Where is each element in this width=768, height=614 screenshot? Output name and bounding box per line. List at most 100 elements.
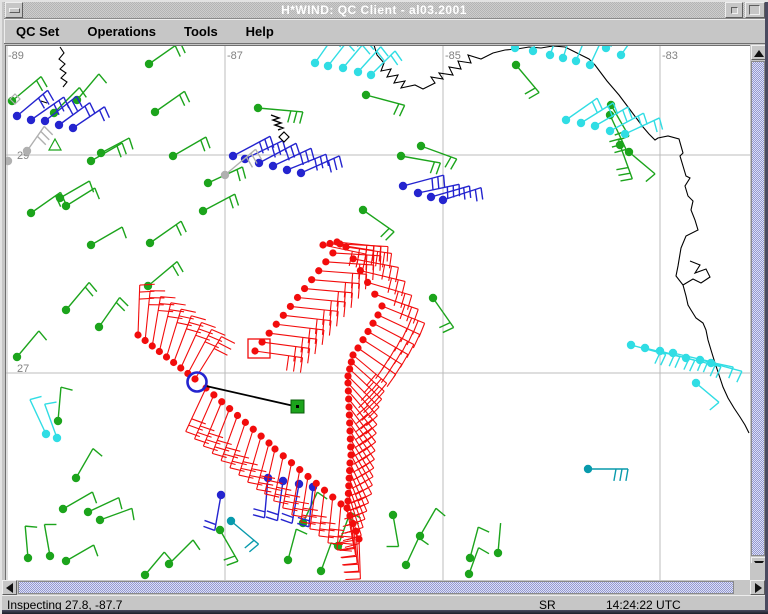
wind-barb-feather — [328, 535, 344, 539]
wind-barb-feather — [283, 500, 299, 505]
wind-barb-staff — [30, 191, 61, 214]
wind-barb-feather — [163, 551, 173, 562]
wind-barb-staff — [53, 87, 80, 114]
scroll-up-button[interactable] — [751, 45, 766, 60]
wind-barb-feather — [159, 303, 175, 306]
observation-dot — [346, 365, 354, 373]
wind-barb-feather — [412, 309, 419, 324]
wind-barb-feather — [271, 145, 276, 158]
wind-barb-feather — [314, 329, 318, 345]
maximize-icon — [749, 5, 760, 15]
wind-barb-feather — [338, 46, 342, 48]
wind-barb-feather — [212, 452, 227, 459]
wind-barb-feather — [139, 283, 155, 286]
wind-barb-staff — [348, 406, 377, 443]
wind-barb-feather — [293, 111, 298, 124]
grid-label: -89 — [8, 50, 24, 62]
wind-barb-staff — [202, 193, 236, 212]
wind-barb-staff — [362, 339, 403, 365]
wind-barb-staff — [165, 309, 182, 358]
observation-dot — [12, 352, 22, 362]
maximize-button[interactable] — [745, 2, 765, 18]
wind-barb-feather — [319, 528, 335, 532]
wind-barb-feather — [350, 273, 354, 289]
wind-barb-staff — [282, 462, 293, 509]
horizontal-scrollbar[interactable] — [2, 580, 750, 595]
observation-dot — [353, 67, 363, 77]
wind-barb-staff — [44, 403, 58, 439]
grid-label: 27 — [17, 363, 29, 375]
wind-barb-feather — [307, 338, 311, 354]
observation-dot — [349, 519, 357, 528]
wind-barb-feather — [435, 507, 446, 517]
wind-barb-staff — [230, 520, 260, 545]
wind-barb-feather — [88, 281, 98, 293]
observation-dot — [354, 344, 362, 352]
wind-barb-feather — [191, 418, 206, 425]
window-menu-button[interactable] — [5, 2, 23, 18]
scroll-left-button[interactable] — [2, 580, 17, 595]
observation-dot — [162, 353, 171, 361]
wind-barb-feather — [736, 370, 743, 383]
minimize-button[interactable] — [725, 2, 743, 18]
wind-barb-staff — [374, 293, 419, 310]
wind-barb-staff — [180, 322, 202, 369]
wind-barb-staff — [286, 153, 327, 171]
scroll-right-button[interactable] — [750, 580, 765, 595]
observation-dot — [345, 395, 353, 403]
observation-dot — [388, 510, 398, 520]
wind-barb-feather — [169, 309, 185, 313]
wind-barb-feather — [131, 508, 135, 521]
wind-barb-feather — [406, 344, 415, 359]
map-canvas[interactable]: -89 -87 -85 -83 29 27 — [5, 45, 750, 581]
wind-barb-feather — [327, 160, 332, 173]
wind-barb-staff — [272, 147, 312, 167]
wind-barb-staff — [515, 64, 540, 94]
wind-barb-feather — [627, 106, 633, 119]
vertical-scrollbar[interactable] — [750, 45, 766, 580]
observation-dot — [220, 170, 230, 180]
observation-dot — [681, 353, 691, 363]
wind-barb-feather — [183, 91, 191, 103]
wind-barb-feather — [399, 304, 406, 320]
observation-dot — [364, 278, 372, 286]
wind-barb-staff — [76, 73, 100, 101]
wind-barb-feather — [354, 438, 368, 449]
menu-qc-set[interactable]: QC Set — [16, 23, 60, 39]
observation-dot — [296, 168, 306, 178]
wind-barb-feather — [292, 507, 308, 512]
wind-barb-staff — [353, 258, 399, 268]
wind-barb-staff — [349, 438, 374, 477]
vertical-scroll-track[interactable] — [751, 61, 765, 556]
triangle-station-icon — [47, 137, 63, 151]
wind-barb-feather — [316, 491, 328, 500]
observation-dot — [254, 158, 264, 168]
menu-help[interactable]: Help — [245, 23, 274, 39]
observation-dot — [561, 115, 571, 125]
wind-barb-feather — [622, 109, 628, 122]
menu-bar: QC Set Operations Tools Help — [4, 19, 766, 44]
wind-barb-feather — [642, 112, 648, 125]
menu-operations[interactable]: Operations — [87, 23, 156, 39]
wind-barb-feather — [341, 555, 357, 559]
menu-tools[interactable]: Tools — [183, 23, 218, 39]
wind-barb-feather — [401, 281, 406, 297]
arrow-right-icon — [755, 583, 762, 593]
wind-barb-feather — [208, 432, 224, 439]
observation-dot — [344, 372, 352, 380]
wind-barb-feather — [337, 539, 353, 544]
wind-barb-feather — [319, 156, 324, 169]
wind-barb-feather — [47, 89, 55, 102]
wind-barb-staff — [405, 537, 420, 566]
wind-barb-feather — [356, 46, 359, 48]
wind-barb-feather — [94, 187, 100, 200]
observation-dot — [41, 429, 51, 439]
wind-barb-feather — [273, 500, 289, 505]
horizontal-scroll-track[interactable] — [18, 581, 734, 594]
wind-barb-staff — [257, 107, 303, 113]
observation-dot — [177, 364, 185, 372]
wind-barb-feather — [236, 169, 241, 182]
arrow-up-icon — [754, 50, 764, 57]
title-bar[interactable]: H*WIND: QC Client - al03.2001 — [4, 2, 766, 19]
